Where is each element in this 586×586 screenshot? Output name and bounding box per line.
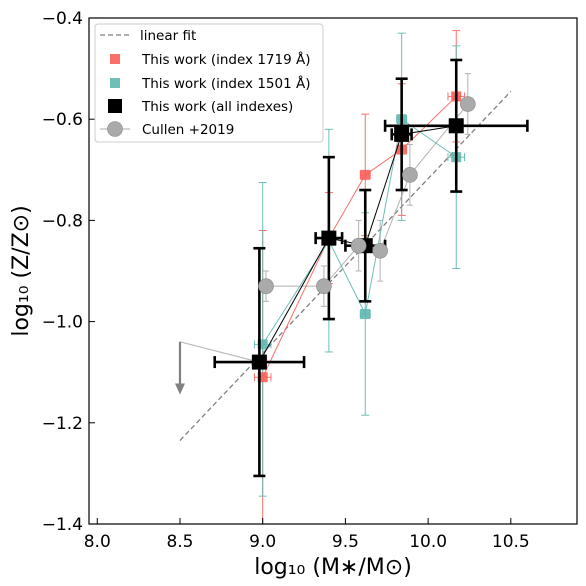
legend-entry: linear fit: [100, 28, 196, 44]
legend-entry: This work (all indexes): [108, 99, 293, 115]
legend-label: Cullen +2019: [142, 122, 234, 138]
cullen-marker: [372, 242, 388, 259]
cullen-marker: [316, 278, 332, 294]
index-1501-marker: [257, 339, 268, 350]
upper-limit-arrowhead: [174, 383, 185, 395]
x-tick-label: 10.5: [492, 532, 530, 552]
cullen-marker: [402, 167, 418, 183]
legend-label: This work (index 1501 Å): [141, 75, 310, 92]
x-tick-label: 8.0: [84, 532, 111, 552]
linear-fit-line: [179, 90, 512, 441]
cullen-marker: [460, 96, 476, 112]
legend-swatch: [110, 78, 120, 88]
legend-label: linear fit: [140, 28, 196, 44]
all-indexes-marker: [321, 230, 337, 246]
x-tick-label: 9.0: [249, 532, 276, 552]
y-tick-label: −0.8: [42, 211, 83, 231]
y-axis-label: log₁₀ (Z/Z⊙): [9, 205, 34, 336]
all-indexes-marker: [251, 354, 267, 370]
plot-frame: [88, 17, 578, 525]
y-tick-label: −1.0: [42, 313, 83, 333]
plot-content: [174, 30, 529, 525]
legend-swatch: [107, 121, 123, 137]
index-1501-marker: [360, 309, 371, 320]
legend-label: This work (index 1719 Å): [141, 51, 310, 68]
legend-box: [94, 23, 324, 143]
legend-entry: Cullen +2019: [100, 121, 234, 138]
legend-entry: This work (index 1501 Å): [110, 75, 310, 92]
cullen-marker: [350, 237, 367, 254]
all-indexes-marker: [394, 126, 410, 142]
x-axis: 8.0 8.5 9.0 9.5 10.0 10.5: [84, 518, 530, 552]
legend-entry: This work (index 1719 Å): [110, 51, 310, 68]
x-tick-label: 8.5: [166, 532, 193, 552]
y-tick-label: −0.4: [42, 9, 83, 29]
legend-swatch: [108, 99, 122, 113]
index-1719-marker: [360, 169, 371, 180]
x-tick-label: 10.0: [409, 532, 447, 552]
y-tick-label: −1.4: [42, 515, 83, 535]
index-1719-marker: [257, 372, 268, 383]
all-indexes-marker: [448, 118, 464, 134]
y-tick-label: −1.2: [42, 414, 83, 434]
index-1501-errorbar: [253, 181, 272, 497]
y-axis: −1.4 −1.2 −1.0 −0.8 −0.6 −0.4: [42, 9, 95, 535]
cullen-marker: [258, 278, 274, 294]
upper-limit-link: [179, 341, 260, 363]
legend: linear fit This work (index 1719 Å) This w…: [94, 23, 324, 143]
x-axis-label: log₁₀ (M∗/M⊙): [254, 555, 412, 580]
y-tick-label: −0.6: [42, 110, 83, 130]
legend-swatch: [110, 54, 120, 64]
legend-label: This work (all indexes): [141, 99, 293, 115]
x-tick-label: 9.5: [332, 532, 359, 552]
